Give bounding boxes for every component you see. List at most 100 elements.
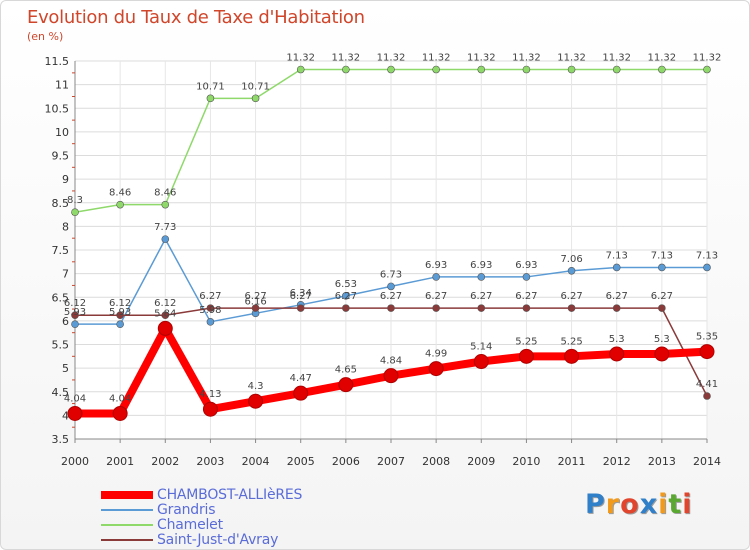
data-label: 5.14 <box>470 342 492 353</box>
legend-item: CHAMBOST-ALLIèRES <box>101 487 421 503</box>
data-label: 7.06 <box>560 254 582 265</box>
data-point <box>71 320 79 328</box>
x-tick-label: 2005 <box>287 455 315 468</box>
data-label: 11.32 <box>377 53 406 64</box>
x-tick-label: 2010 <box>512 455 540 468</box>
data-label: 11.32 <box>512 53 541 64</box>
data-label: 5.98 <box>199 305 221 316</box>
proxiti-logo: Proxiti <box>585 489 693 520</box>
legend-label: Saint-Just-d'Avray <box>157 532 279 548</box>
y-tick-label: 4 <box>62 409 69 422</box>
y-tick-label: 4.5 <box>52 386 70 399</box>
data-point <box>703 65 711 74</box>
data-point <box>564 348 580 364</box>
data-point <box>251 304 260 312</box>
y-tick-label: 3.5 <box>52 433 70 446</box>
data-label: 4.84 <box>380 356 402 367</box>
x-tick-label: 2002 <box>151 455 179 468</box>
data-label: 7.13 <box>606 250 628 261</box>
data-point <box>518 348 534 364</box>
data-label: 6.93 <box>470 260 492 271</box>
data-point <box>342 65 350 74</box>
y-tick-label: 6.5 <box>52 291 70 304</box>
data-label: 6.27 <box>244 291 266 302</box>
x-tick-label: 2014 <box>693 455 721 468</box>
x-tick-label: 2006 <box>332 455 360 468</box>
data-label: 6.27 <box>290 291 312 302</box>
data-label: 11.32 <box>557 53 586 64</box>
data-label: 8.46 <box>109 188 131 199</box>
data-point <box>251 94 260 103</box>
y-tick-label: 6 <box>62 315 69 328</box>
data-point <box>157 320 173 336</box>
data-label: 4.3 <box>248 381 264 392</box>
data-label: 6.27 <box>380 291 402 302</box>
data-point <box>658 304 666 312</box>
data-label: 4.47 <box>290 373 312 384</box>
data-point <box>296 304 305 312</box>
x-tick-label: 2013 <box>648 455 676 468</box>
chart-unit: (en %) <box>27 30 64 43</box>
y-tick-label: 7 <box>62 268 69 281</box>
data-label: 5.3 <box>654 334 670 345</box>
legend-swatch <box>101 509 153 511</box>
data-point <box>699 344 715 360</box>
logo-letter: r <box>605 489 621 520</box>
legend-label: Grandris <box>157 502 216 518</box>
data-point <box>703 263 711 272</box>
data-point <box>477 273 486 281</box>
data-label: 11.32 <box>602 53 631 64</box>
data-point <box>116 200 124 209</box>
data-point <box>112 405 128 421</box>
data-point <box>161 235 170 243</box>
x-tick-label: 2001 <box>106 455 134 468</box>
y-tick-label: 10 <box>55 126 69 139</box>
data-label: 6.12 <box>64 298 86 309</box>
y-tick-label: 9.5 <box>52 150 70 163</box>
data-label: 10.71 <box>196 81 225 92</box>
x-tick-label: 2004 <box>242 455 270 468</box>
data-point <box>296 65 305 74</box>
legend-item: Grandris <box>101 502 421 518</box>
data-point <box>116 311 124 320</box>
y-tick-label: 8 <box>62 220 69 233</box>
data-label: 4.13 <box>199 389 221 400</box>
data-point <box>522 273 531 281</box>
data-label: 4.04 <box>64 393 86 404</box>
chart-title: Evolution du Taux de Taxe d'Habitation <box>27 7 365 28</box>
data-label: 7.13 <box>696 250 718 261</box>
data-point <box>342 304 350 312</box>
y-tick-label: 5 <box>62 362 69 375</box>
series-layer <box>67 65 715 421</box>
x-tick-label: 2008 <box>422 455 450 468</box>
data-label: 5.93 <box>64 307 86 318</box>
data-point <box>432 304 440 312</box>
data-label-layer: 8.3 8.46 8.46 10.71 10.71 11.32 11.32 11.32 11.3… <box>64 53 721 405</box>
data-point <box>567 266 576 275</box>
data-point <box>161 311 170 320</box>
y-tick-label: 9 <box>62 173 69 186</box>
data-label: 6.27 <box>470 291 492 302</box>
data-label: 7.73 <box>154 222 176 233</box>
data-label: 6.93 <box>425 260 447 271</box>
data-point <box>202 401 218 417</box>
data-point <box>206 318 215 326</box>
data-point <box>387 304 395 312</box>
data-label: 6.73 <box>380 269 402 280</box>
data-label: 11.32 <box>693 53 722 64</box>
data-point <box>654 346 670 362</box>
data-label: 7.13 <box>651 250 673 261</box>
data-point <box>432 273 440 281</box>
legend-swatch <box>101 524 153 526</box>
legend-swatch <box>101 491 153 499</box>
data-label: 6.27 <box>199 291 221 302</box>
x-tick-label: 2009 <box>467 455 495 468</box>
legend-label: Chamelet <box>157 517 223 533</box>
data-point <box>612 304 621 312</box>
data-point <box>71 311 79 320</box>
data-point <box>338 377 354 393</box>
data-point <box>609 346 625 362</box>
x-tick-label: 2012 <box>603 455 631 468</box>
